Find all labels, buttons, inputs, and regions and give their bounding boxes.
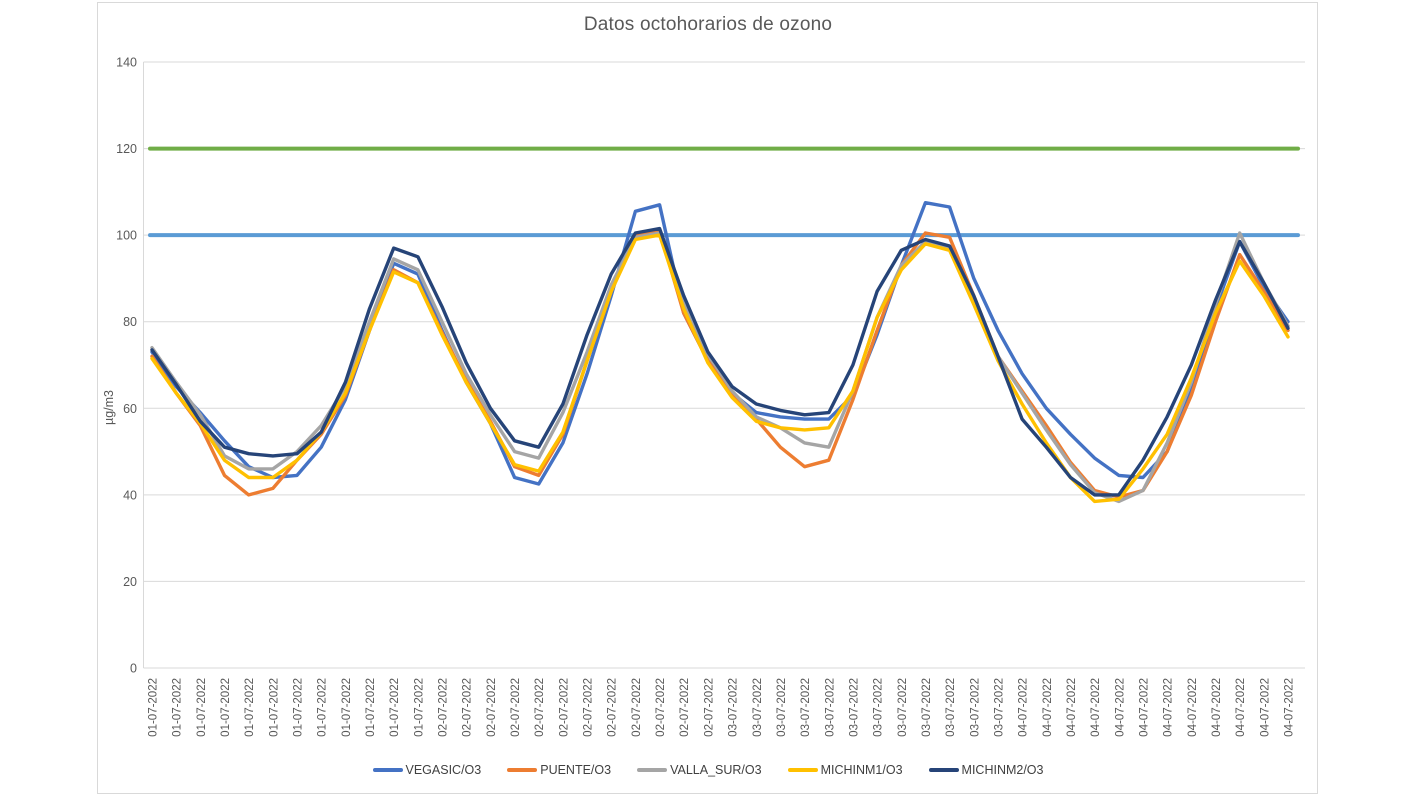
y-tick-label: 0 (130, 662, 137, 676)
x-tick-label: 01-07-2022 (317, 678, 329, 737)
x-tick-label: 03-07-2022 (921, 678, 933, 737)
x-tick-label: 01-07-2022 (293, 678, 305, 737)
x-tick-label: 01-07-2022 (341, 678, 353, 737)
x-tick-label: 04-07-2022 (1138, 678, 1150, 737)
legend-label: MICHINM2/O3 (961, 763, 1044, 777)
x-tick-label: 02-07-2022 (534, 678, 546, 737)
legend-swatch (507, 768, 538, 772)
y-tick-label: 20 (123, 575, 137, 589)
x-tick-label: 01-07-2022 (413, 678, 425, 737)
chart-frame[interactable] (97, 2, 1318, 794)
x-tick-label: 01-07-2022 (389, 678, 401, 737)
x-tick-label: 04-07-2022 (1187, 678, 1199, 737)
x-tick-label: 01-07-2022 (268, 678, 280, 737)
y-tick-label: 40 (123, 488, 137, 502)
legend-swatch (372, 768, 403, 772)
x-tick-label: 02-07-2022 (703, 678, 715, 737)
x-tick-label: 01-07-2022 (196, 678, 208, 737)
x-tick-label: 02-07-2022 (462, 678, 474, 737)
x-tick-label: 04-07-2022 (1284, 678, 1296, 737)
x-tick-label: 01-07-2022 (365, 678, 377, 737)
x-tick-label: 03-07-2022 (824, 678, 836, 737)
x-tick-label: 03-07-2022 (776, 678, 788, 737)
x-tick-label: 02-07-2022 (510, 678, 522, 737)
x-tick-label: 03-07-2022 (873, 678, 885, 737)
x-tick-label: 01-07-2022 (244, 678, 256, 737)
legend-label: MICHINM1/O3 (820, 763, 903, 777)
x-tick-label: 04-07-2022 (1211, 678, 1223, 737)
x-tick-label: 03-07-2022 (897, 678, 909, 737)
legend-item-VEGASIC-O3[interactable]: VEGASIC/O3 (372, 763, 482, 777)
x-tick-label: 02-07-2022 (607, 678, 619, 737)
x-tick-label: 04-07-2022 (1042, 678, 1054, 737)
x-tick-label: 04-07-2022 (1114, 678, 1126, 737)
legend-swatch (637, 768, 668, 772)
y-tick-label: 140 (116, 56, 137, 70)
x-tick-label: 02-07-2022 (631, 678, 643, 737)
series-line-MICHINM2-O3 (150, 226, 1290, 497)
x-tick-label: 04-07-2022 (1235, 678, 1247, 737)
x-tick-label: 02-07-2022 (486, 678, 498, 737)
x-tick-label: 04-07-2022 (1066, 678, 1078, 737)
x-tick-label: 01-07-2022 (172, 678, 184, 737)
legend-item-PUENTE-O3[interactable]: PUENTE/O3 (507, 763, 611, 777)
chart-legend: VEGASIC/O3 PUENTE/O3 VALLA_SUR/O3 MICHINM1/… (97, 763, 1319, 777)
x-tick-label: 04-07-2022 (1259, 678, 1271, 737)
legend-swatch (787, 768, 818, 772)
x-tick-label: 04-07-2022 (1163, 678, 1175, 737)
x-tick-label: 02-07-2022 (558, 678, 570, 737)
x-tick-label: 03-07-2022 (848, 678, 860, 737)
legend-item-MICHINM1-O3[interactable]: MICHINM1/O3 (787, 763, 903, 777)
x-tick-label: 03-07-2022 (752, 678, 764, 737)
x-tick-label: 03-07-2022 (800, 678, 812, 737)
x-tick-label: 02-07-2022 (655, 678, 667, 737)
legend-item-VALLA-SUR-O3[interactable]: VALLA_SUR/O3 (637, 763, 762, 777)
x-tick-label: 01-07-2022 (220, 678, 232, 737)
series-line-MICHINM1-O3 (150, 233, 1290, 504)
x-tick-label: 03-07-2022 (728, 678, 740, 737)
x-tick-label: 04-07-2022 (1090, 678, 1102, 737)
x-tick-label: 03-07-2022 (945, 678, 957, 737)
legend-swatch (928, 768, 959, 772)
legend-item-MICHINM2-O3[interactable]: MICHINM2/O3 (928, 763, 1044, 777)
y-tick-label: 100 (116, 229, 137, 243)
y-tick-label: 80 (123, 315, 137, 329)
x-tick-label: 02-07-2022 (583, 678, 595, 737)
y-tick-label: 120 (116, 142, 137, 156)
series-line-VEGASIC-O3 (150, 200, 1290, 486)
x-tick-label: 02-07-2022 (438, 678, 450, 737)
series-line-PUENTE-O3 (150, 229, 1290, 499)
x-tick-label: 02-07-2022 (679, 678, 691, 737)
x-tick-label: 03-07-2022 (993, 678, 1005, 737)
legend-label: VALLA_SUR/O3 (670, 763, 762, 777)
legend-label: VEGASIC/O3 (405, 763, 482, 777)
x-tick-label: 04-07-2022 (1018, 678, 1030, 737)
legend-label: PUENTE/O3 (540, 763, 612, 777)
x-tick-label: 03-07-2022 (969, 678, 981, 737)
x-tick-label: 01-07-2022 (148, 678, 160, 737)
chart-title: Datos octohorarios de ozono (583, 14, 833, 35)
y-tick-label: 60 (123, 402, 137, 416)
